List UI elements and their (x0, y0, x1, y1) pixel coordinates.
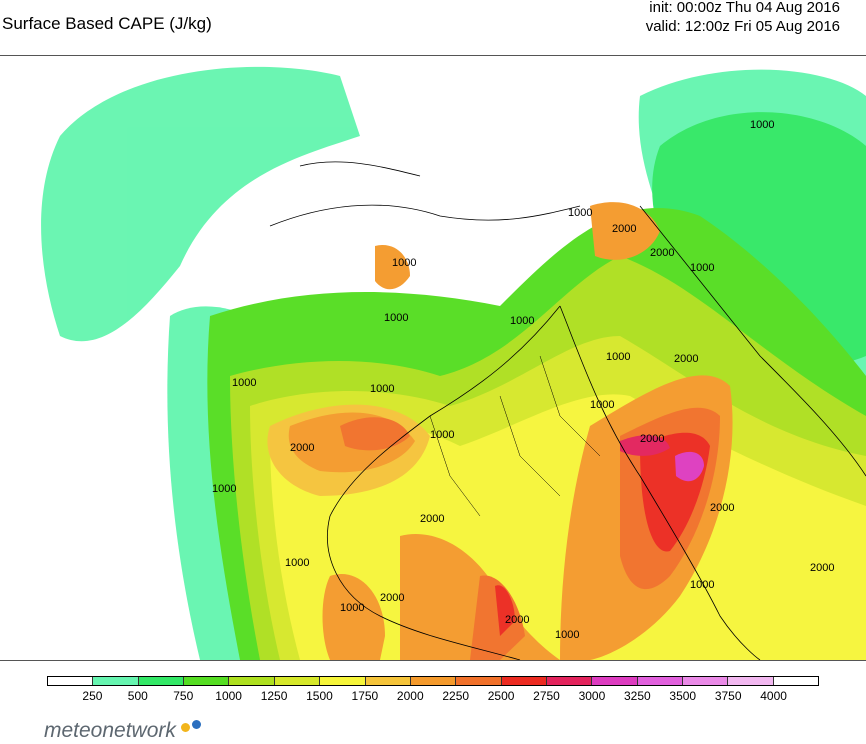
contour-label: 2000 (505, 614, 529, 626)
legend-swatch (456, 677, 502, 685)
legend-swatch (229, 677, 275, 685)
contour-label: 1000 (510, 315, 534, 327)
legend-swatch (592, 677, 638, 685)
legend-swatch (410, 677, 457, 685)
field-2000-slovenia (590, 202, 660, 260)
field-2500-south (470, 575, 525, 660)
legend-tick: 500 (127, 689, 148, 703)
field-3000-adriatic (620, 435, 670, 456)
contour-label: 1000 (370, 383, 394, 395)
brand-dot-yellow (181, 723, 190, 732)
contour-label: 2000 (380, 592, 404, 604)
legend-tick: 1500 (306, 689, 333, 703)
brand-dot-blue (192, 720, 201, 729)
legend-tick: 3250 (623, 689, 651, 703)
run-info: init: 00:00z Thu 04 Aug 2016 valid: 12:0… (646, 0, 840, 36)
init-time: init: 00:00z Thu 04 Aug 2016 (649, 0, 840, 16)
coastline-italy-east (559, 305, 761, 660)
valid-time: valid: 12:00z Fri 05 Aug 2016 (645, 18, 840, 35)
contour-label: 1000 (384, 312, 408, 324)
contour-label: 1000 (590, 399, 614, 411)
contour-label: 1000 (750, 119, 774, 131)
legend-tick: 250 (82, 689, 103, 703)
legend-tick: 1250 (260, 689, 288, 703)
contour-label: 2000 (650, 247, 674, 259)
field-2000-sardinia (322, 574, 385, 660)
legend-swatch (184, 677, 230, 685)
color-legend (47, 676, 819, 686)
contour-label: 1000 (690, 579, 714, 591)
national-border-switzerland (299, 161, 421, 177)
legend-swatch (274, 677, 321, 685)
legend-swatch (546, 677, 593, 685)
contour-label: 1000 (555, 629, 579, 641)
contour-label: 1000 (212, 483, 236, 495)
legend-tick: 2000 (396, 689, 424, 703)
national-border-alps (269, 204, 581, 227)
legend-tick: 2250 (442, 689, 470, 703)
brand-dots (181, 720, 203, 732)
legend-tick: 3500 (669, 689, 697, 703)
legend-tick: 3000 (578, 689, 606, 703)
legend-tick: 3750 (714, 689, 742, 703)
contour-label: 1000 (392, 257, 416, 269)
contour-label: 1000 (568, 207, 592, 219)
legend-tick: 2750 (533, 689, 560, 703)
legend-swatch (93, 677, 139, 685)
contour-label: 1000 (285, 557, 309, 569)
legend-tick: 750 (173, 689, 194, 703)
legend-swatch (138, 677, 185, 685)
contour-label: 2000 (640, 433, 664, 445)
legend-tick: 2500 (487, 689, 515, 703)
legend-swatch (501, 677, 547, 685)
field-2500-west (340, 417, 410, 451)
map-title: Surface Based CAPE (J/kg) (2, 14, 212, 33)
contour-label: 2000 (612, 223, 636, 235)
legend-swatch (320, 677, 366, 685)
contour-label: 2000 (710, 502, 734, 514)
legend-tick: 4000 (760, 689, 787, 703)
field-2750-south (495, 585, 515, 636)
field-250-north (41, 66, 360, 342)
legend-swatch (637, 677, 684, 685)
legend-ticks: 250 500 750 1000 1250 1500 1750 2000 2250 2500 275… (47, 689, 819, 705)
brand-logo: meteonetwork (44, 719, 176, 742)
contour-label: 1000 (690, 262, 714, 274)
contour-label: 2000 (420, 513, 444, 525)
contour-label: 1000 (232, 377, 256, 389)
legend-tick: 1750 (351, 689, 379, 703)
legend-swatch (728, 677, 774, 685)
legend-swatch (365, 677, 411, 685)
contour-label: 1000 (430, 429, 454, 441)
cape-field (41, 66, 866, 660)
map-borders (269, 161, 866, 660)
legend-swatch (773, 677, 819, 685)
regional-borders (429, 355, 601, 517)
contour-label: 1000 (340, 602, 364, 614)
field-3250-adriatic (675, 451, 704, 482)
contour-label: 2000 (810, 562, 834, 574)
legend-tick: 1000 (215, 689, 242, 703)
legend-swatch (683, 677, 729, 685)
legend-swatch (48, 677, 94, 685)
contour-labels: 1000 1000 2000 2000 1000 1000 1000 1000 … (212, 119, 834, 641)
field-2000-alps (375, 245, 410, 290)
coastline-italy-west (327, 305, 561, 660)
contour-label: 2000 (290, 442, 314, 454)
cape-map: 1000 1000 2000 2000 1000 1000 1000 1000 … (0, 55, 866, 661)
contour-label: 2000 (674, 353, 698, 365)
contour-label: 1000 (606, 351, 630, 363)
coastline-dalmatia (639, 205, 866, 477)
